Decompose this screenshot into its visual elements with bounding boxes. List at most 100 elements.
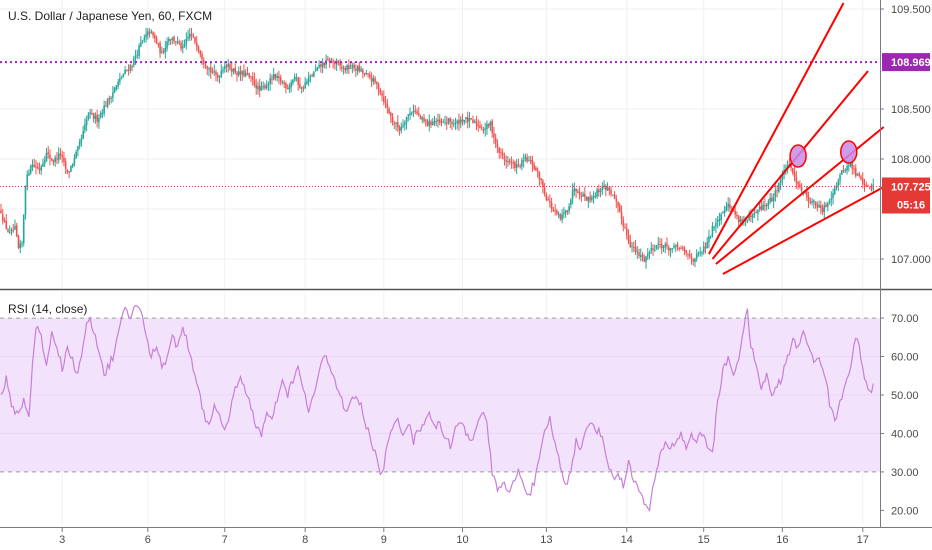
candle-body [512,162,514,164]
candle-body [799,184,801,187]
candle-body [833,187,836,194]
candle-body [860,176,862,179]
candle-body [353,64,355,69]
candle-body [676,244,679,248]
candle-body [814,201,817,206]
highlight-ellipse[interactable] [789,144,807,168]
candle-body [522,160,525,162]
candle-body [853,168,855,170]
candle-body [839,175,841,181]
candle-body [28,173,30,176]
candle-body [837,180,840,186]
candle-body [858,173,861,176]
candle-body [813,200,815,202]
trend-line[interactable] [722,186,885,275]
candle-body [779,179,782,184]
candle-body [846,165,848,171]
candle-body [830,198,833,200]
candle-body [127,69,130,71]
candle-body [438,119,441,123]
bar-countdown: 05:16 [897,200,925,212]
rsi-tick-label: 60.00 [891,352,919,364]
candle-body [606,187,609,191]
trend-line-drawings[interactable] [708,2,885,275]
trend-line[interactable] [708,2,845,255]
candle-body [706,242,708,249]
candle-body [222,69,224,72]
candle-body [63,157,65,162]
candle-body [863,184,866,186]
candle-body [437,119,439,122]
candle-body [154,35,156,39]
candle-body [605,186,607,191]
candle-body [241,71,244,75]
candle-body [70,165,72,172]
candle-body [416,111,418,114]
candle-body [591,197,593,200]
candle-body [746,219,749,221]
candle-body [40,166,43,171]
candle-body [473,120,476,123]
candle-body [150,31,153,33]
candle-body [341,66,343,69]
candle-body [643,257,646,262]
candle-body [106,98,109,107]
candle-body [396,122,399,128]
candle-body [49,154,51,159]
candle-body [24,186,27,215]
candle-body [293,76,296,81]
candle-body [568,206,570,212]
highlight-ellipse[interactable] [840,140,858,164]
candle-body [5,220,8,229]
candle-body [479,125,481,129]
candle-body [517,164,520,166]
candle-body [309,75,312,77]
candle-body [708,236,710,243]
candle-body [185,39,188,44]
candle-body [594,196,597,198]
candle-body [711,226,714,237]
candle-body [209,67,212,73]
candle-body [657,243,660,245]
candle-body [258,85,261,91]
candle-body [861,178,864,185]
candle-body [577,191,579,194]
candle-body [461,118,464,122]
candle-body [610,189,612,195]
candle-body [739,219,742,222]
candle-body [456,120,459,124]
candle-body [463,119,466,123]
candle-body [342,67,345,69]
candle-body [96,114,98,122]
candle-body [561,214,563,220]
candle-body [246,73,249,75]
candle-body [627,235,630,242]
candle-body [491,120,493,134]
trend-line[interactable] [711,70,869,260]
candle-body [148,32,151,34]
candle-body [220,70,223,77]
candle-body [424,120,427,122]
candle-body [543,187,546,194]
candle-body [285,83,287,89]
candle-body [229,64,231,70]
candle-body [218,76,221,78]
candle-body [482,130,485,132]
candle-body [363,72,366,74]
candle-body [248,73,251,77]
rsi-tick-label: 30.00 [891,467,919,479]
candle-body [68,171,70,173]
candle-body [171,37,174,41]
candle-body [384,101,387,103]
candle-body [71,164,74,167]
candle-body [244,72,247,77]
candle-body [459,119,462,124]
candle-body [356,66,359,72]
candle-body [379,89,382,94]
candle-body [346,65,348,71]
candle-body [169,39,172,41]
candle-body [524,156,527,160]
candle-body [449,118,452,122]
candle-body [632,246,635,248]
